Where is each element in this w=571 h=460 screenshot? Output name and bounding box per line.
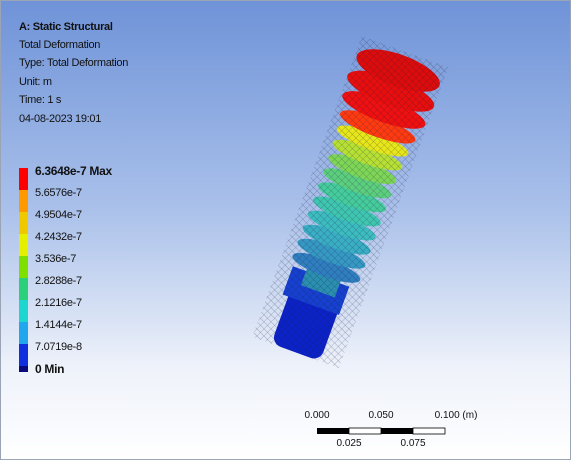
legend-end xyxy=(19,366,28,372)
legend-label: 5.6576e-7 xyxy=(35,187,82,199)
legend-band xyxy=(19,300,28,322)
header-line: 04-08-2023 19:01 xyxy=(19,113,101,125)
legend-label: 7.0719e-8 xyxy=(35,341,82,353)
header-title: A: Static Structural xyxy=(19,21,113,33)
scale-label: 0.075 xyxy=(400,438,425,449)
legend-label: 4.2432e-7 xyxy=(35,231,82,243)
legend-band xyxy=(19,256,28,278)
legend-label: 1.4144e-7 xyxy=(35,319,82,331)
legend-label: 2.8288e-7 xyxy=(35,275,82,287)
scale-label: 0.000 xyxy=(304,410,329,421)
legend-label: 4.9504e-7 xyxy=(35,209,82,221)
scale-label: 0.025 xyxy=(336,438,361,449)
legend-band xyxy=(19,212,28,234)
legend-band xyxy=(19,322,28,344)
legend-band xyxy=(19,234,28,256)
legend-label: 3.536e-7 xyxy=(35,253,76,265)
viewport: 6.3648e-7 Max 5.6576e-7 4.9504e-7 4.2432e-7… xyxy=(0,0,571,460)
scale-label: 0.050 xyxy=(368,410,393,421)
legend-band xyxy=(19,190,28,212)
header-line: Unit: m xyxy=(19,76,52,88)
spring-model xyxy=(252,36,448,368)
scale-bar xyxy=(317,428,445,434)
header-line: Type: Total Deformation xyxy=(19,57,128,69)
legend-label: 6.3648e-7 Max xyxy=(35,164,112,178)
legend-label: 2.1216e-7 xyxy=(35,297,82,309)
legend-label: 0 Min xyxy=(35,362,64,376)
legend-band xyxy=(19,278,28,300)
legend-band xyxy=(19,344,28,366)
scale-label: 0.100 (m) xyxy=(435,410,478,421)
model-view xyxy=(1,1,570,459)
legend-band xyxy=(19,168,28,190)
header-line: Time: 1 s xyxy=(19,94,61,106)
header-line: Total Deformation xyxy=(19,39,100,51)
